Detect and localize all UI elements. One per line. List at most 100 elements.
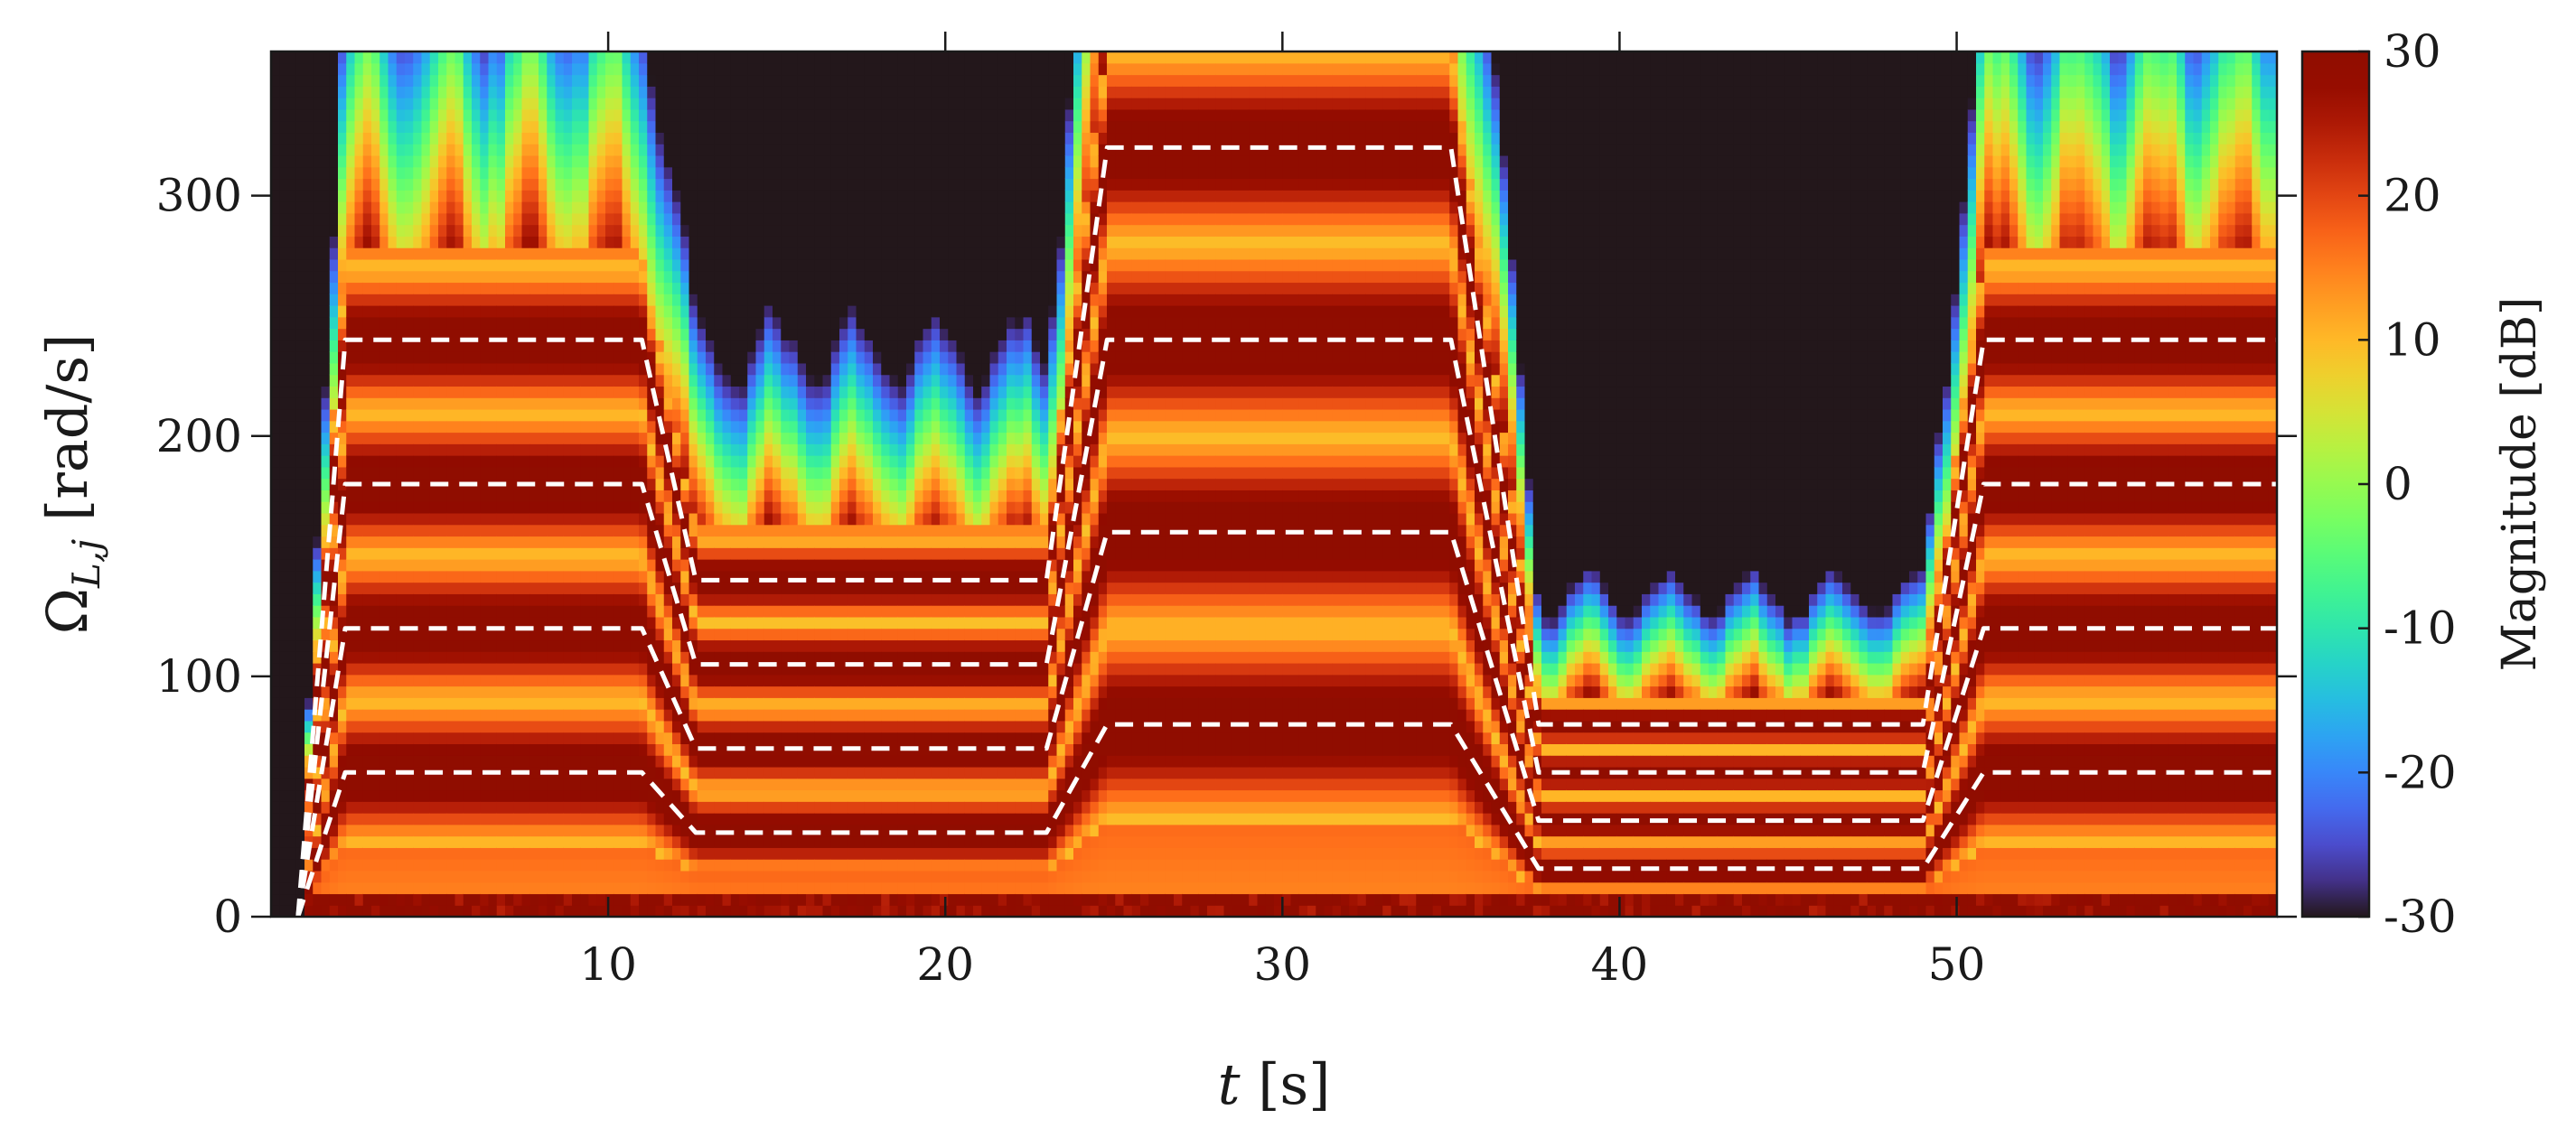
heatmap-cell	[396, 685, 406, 698]
heatmap-cell	[596, 351, 606, 364]
heatmap-cell	[572, 443, 581, 456]
heatmap-cell	[405, 98, 414, 110]
heatmap-cell	[413, 98, 423, 110]
heatmap-cell	[672, 408, 681, 422]
heatmap-cell	[630, 236, 640, 248]
heatmap-cell	[622, 386, 632, 398]
heatmap-cell	[547, 662, 557, 676]
heatmap-cell	[706, 98, 715, 110]
heatmap-cell	[572, 616, 581, 629]
heatmap-cell	[647, 685, 657, 698]
heatmap-cell	[663, 893, 673, 906]
heatmap-cell	[313, 524, 323, 537]
heatmap-cell	[379, 408, 389, 422]
heatmap-cell	[747, 697, 757, 710]
heatmap-cell	[488, 432, 498, 444]
heatmap-cell	[379, 51, 389, 64]
heatmap-cell	[739, 789, 748, 802]
heatmap-cell	[513, 212, 523, 226]
heatmap-cell	[605, 98, 614, 110]
heatmap-cell	[697, 305, 707, 318]
heatmap-cell	[480, 328, 490, 340]
heatmap-cell	[614, 801, 623, 814]
heatmap-cell	[421, 605, 431, 618]
heatmap-cell	[580, 801, 590, 814]
heatmap-cell	[580, 212, 590, 226]
heatmap-cell	[421, 282, 431, 294]
heatmap-cell	[279, 224, 289, 237]
heatmap-cell	[438, 316, 447, 330]
heatmap-cell	[647, 305, 657, 318]
heatmap-cell	[513, 662, 523, 676]
heatmap-cell	[547, 190, 557, 202]
heatmap-cell	[346, 62, 356, 76]
heatmap-cell	[279, 847, 289, 860]
heatmap-cell	[547, 443, 557, 456]
heatmap-cell	[647, 316, 657, 330]
heatmap-cell	[730, 328, 740, 340]
heatmap-cell	[773, 859, 782, 872]
heatmap-cell	[630, 154, 640, 168]
heatmap-cell	[396, 847, 406, 860]
heatmap-cell	[655, 108, 665, 122]
heatmap-cell	[622, 847, 632, 860]
heatmap-cell	[472, 743, 481, 756]
heatmap-cell	[338, 74, 347, 87]
heatmap-cell	[371, 536, 380, 548]
heatmap-cell	[338, 190, 347, 202]
heatmap-cell	[555, 144, 565, 156]
heatmap-cell	[480, 905, 490, 917]
heatmap-cell	[706, 51, 715, 64]
heatmap-cell	[781, 547, 791, 560]
heatmap-cell	[763, 720, 773, 733]
heatmap-cell	[446, 98, 456, 110]
heatmap-cell	[563, 870, 573, 883]
heatmap-cell	[463, 62, 473, 76]
heatmap-cell	[338, 328, 347, 340]
heatmap-cell	[496, 662, 506, 676]
heatmap-cell	[472, 294, 481, 306]
heatmap-cell	[362, 720, 372, 733]
heatmap-cell	[421, 340, 431, 352]
heatmap-cell	[438, 236, 447, 248]
heatmap-cell	[454, 732, 464, 744]
heatmap-cell	[379, 294, 389, 306]
heatmap-cell	[405, 108, 414, 122]
heatmap-cell	[806, 859, 815, 872]
heatmap-cell	[639, 305, 648, 318]
heatmap-cell	[354, 582, 364, 594]
heatmap-cell	[521, 755, 531, 768]
heatmap-cell	[379, 881, 389, 895]
heatmap-cell	[304, 282, 314, 294]
heatmap-cell	[630, 443, 640, 456]
heatmap-cell	[739, 732, 748, 744]
heatmap-cell	[371, 593, 380, 606]
heatmap-cell	[496, 559, 506, 572]
heatmap-cell	[287, 258, 297, 272]
heatmap-cell	[714, 628, 724, 641]
heatmap-cell	[354, 766, 364, 779]
heatmap-cell	[362, 905, 372, 917]
heatmap-cell	[773, 132, 782, 145]
heatmap-cell	[572, 386, 581, 398]
heatmap-cell	[480, 813, 490, 825]
heatmap-cell	[295, 420, 305, 434]
heatmap-cell	[647, 478, 657, 490]
heatmap-cell	[722, 835, 732, 848]
heatmap-cell	[472, 709, 481, 722]
heatmap-cell	[663, 294, 673, 306]
heatmap-cell	[630, 258, 640, 272]
heatmap-cell	[555, 639, 565, 652]
heatmap-cell	[529, 685, 539, 698]
heatmap-cell	[346, 490, 356, 502]
heatmap-cell	[388, 247, 398, 260]
heatmap-cell	[672, 720, 681, 733]
heatmap-cell	[663, 628, 673, 641]
heatmap-cell	[680, 813, 690, 825]
heatmap-cell	[706, 340, 715, 352]
heatmap-cell	[555, 305, 565, 318]
heatmap-cell	[706, 294, 715, 306]
heatmap-cell	[480, 443, 490, 456]
heatmap-cell	[396, 328, 406, 340]
heatmap-cell	[697, 374, 707, 387]
